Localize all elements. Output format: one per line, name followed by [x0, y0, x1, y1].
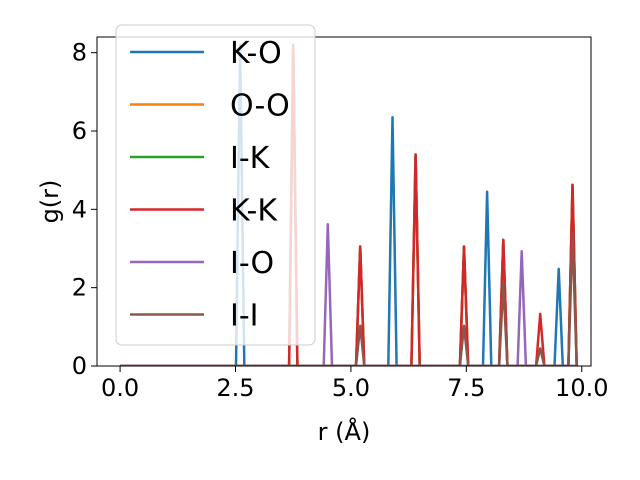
legend-label-k-k: K-K: [230, 194, 278, 229]
x-axis-label: r (Å): [318, 417, 371, 446]
x-tick-label: 7.5: [447, 374, 485, 402]
series-line-i-i: [120, 231, 578, 366]
y-tick-label: 4: [72, 195, 87, 223]
y-tick-label: 2: [72, 274, 87, 302]
legend-label-i-i: I-I: [230, 299, 259, 334]
legend-label-k-o: K-O: [230, 36, 282, 71]
legend: K-O O-O I-K K-K I-O I-I: [115, 24, 316, 346]
x-tick-label: 2.5: [216, 374, 254, 402]
legend-box: [115, 24, 316, 346]
legend-label-i-o: I-O: [230, 246, 274, 281]
legend-label-i-k: I-K: [230, 141, 271, 176]
y-tick-label: 0: [72, 352, 87, 380]
x-tick-label: 5.0: [332, 374, 370, 402]
series-line-k-k: [120, 43, 578, 366]
x-axis: 0.0 2.5 5.0 7.5 10.0: [101, 366, 608, 402]
y-axis-label: g(r): [36, 180, 64, 224]
axes-frame: [96, 36, 592, 367]
legend-label-o-o: O-O: [230, 89, 290, 124]
x-tick-label: 10.0: [555, 374, 608, 402]
series-line-i-o: [120, 222, 578, 366]
y-tick-label: 8: [72, 39, 87, 67]
x-tick-label: 0.0: [101, 374, 139, 402]
y-axis: 0 2 4 6 8: [72, 39, 97, 380]
y-tick-label: 6: [72, 117, 87, 145]
